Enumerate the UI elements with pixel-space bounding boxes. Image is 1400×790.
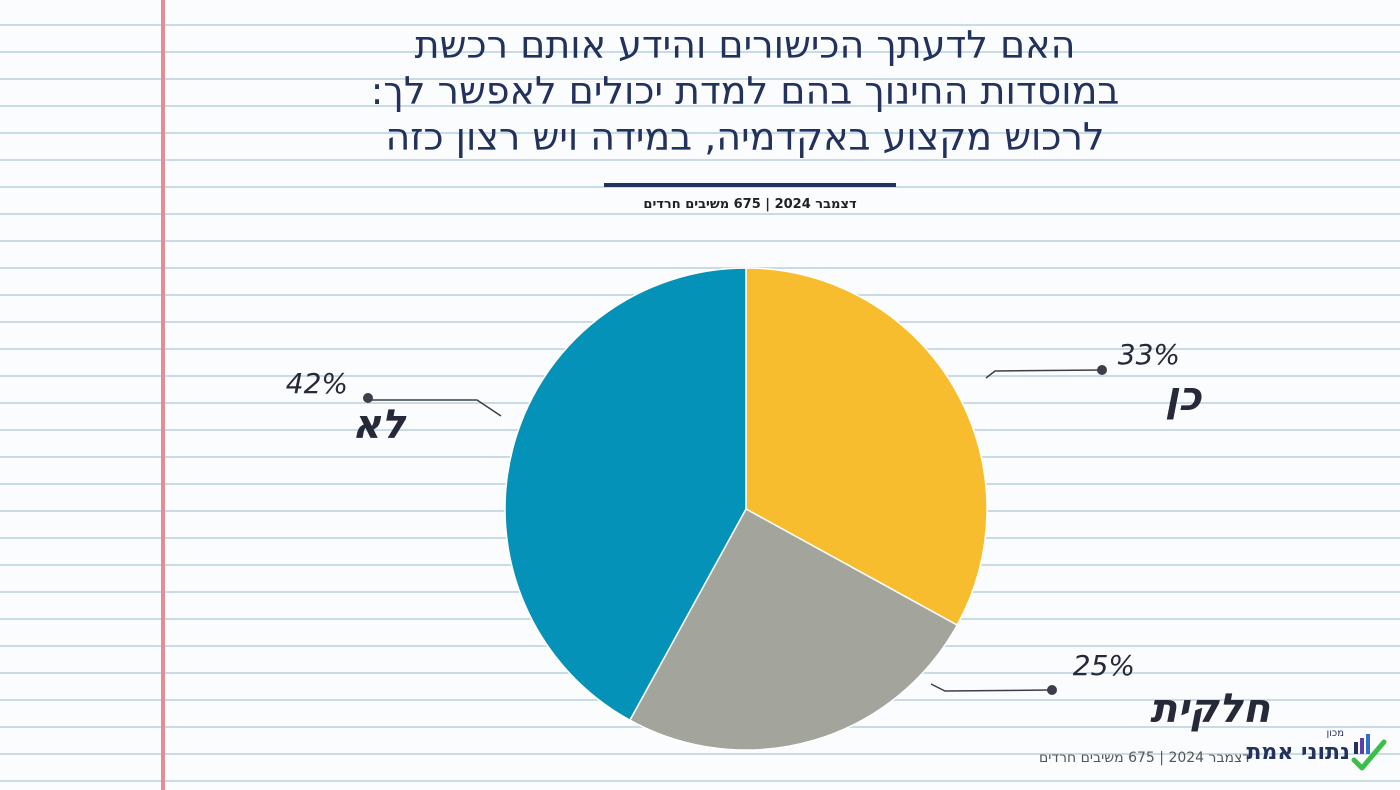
logo-bars-check-icon [1351,734,1387,771]
chart-title: האם לדעתך הכישורים והידע אותם רכשת במוסד… [230,22,1260,160]
callout-dot-yes [1097,365,1107,375]
pie-callouts: 33%כן 25% חלקית 42%לא [286,338,1271,732]
pie-slices [504,267,988,751]
footer-note: דצמבר 2024 | 675 משיבים חרדים [1039,750,1250,766]
logo-main-text: נתוני אמת [1246,740,1350,765]
category-label-yes: כן [1165,374,1202,420]
value-label-no: 42% [286,367,348,400]
pie-slice-yes [745,267,988,627]
logo-small-text: מכון [1326,728,1344,739]
category-label-no: לא [352,402,407,448]
title-line-3: לרכוש מקצוע באקדמיה, במידה ויש רצון כזה [385,115,1105,159]
callout-dot-no [363,393,373,403]
callout-line-no [368,399,502,417]
callout-dot-partial [1047,685,1057,695]
callout-line-yes [985,369,1103,379]
value-label-partial: 25% [1073,649,1135,682]
pie-slice-no [504,267,747,722]
title-line-1: האם לדעתך הכישורים והידע אותם רכשת [414,23,1076,67]
value-label-yes: 33% [1118,338,1180,371]
category-label-partial: חלקית [1150,686,1271,732]
callout-line-partial [930,683,1053,692]
pie-slice-partial [628,507,959,751]
notebook-margin-line [161,0,165,790]
institute-logo: מכון נתוני אמת [1246,728,1392,773]
chart-subtitle: דצמבר 2024 | 675 משיבים חרדים [643,197,857,212]
title-line-2: במוסדות החינוך בהם למדת יכולים לאפשר לך: [370,69,1120,113]
title-underline [604,183,896,187]
